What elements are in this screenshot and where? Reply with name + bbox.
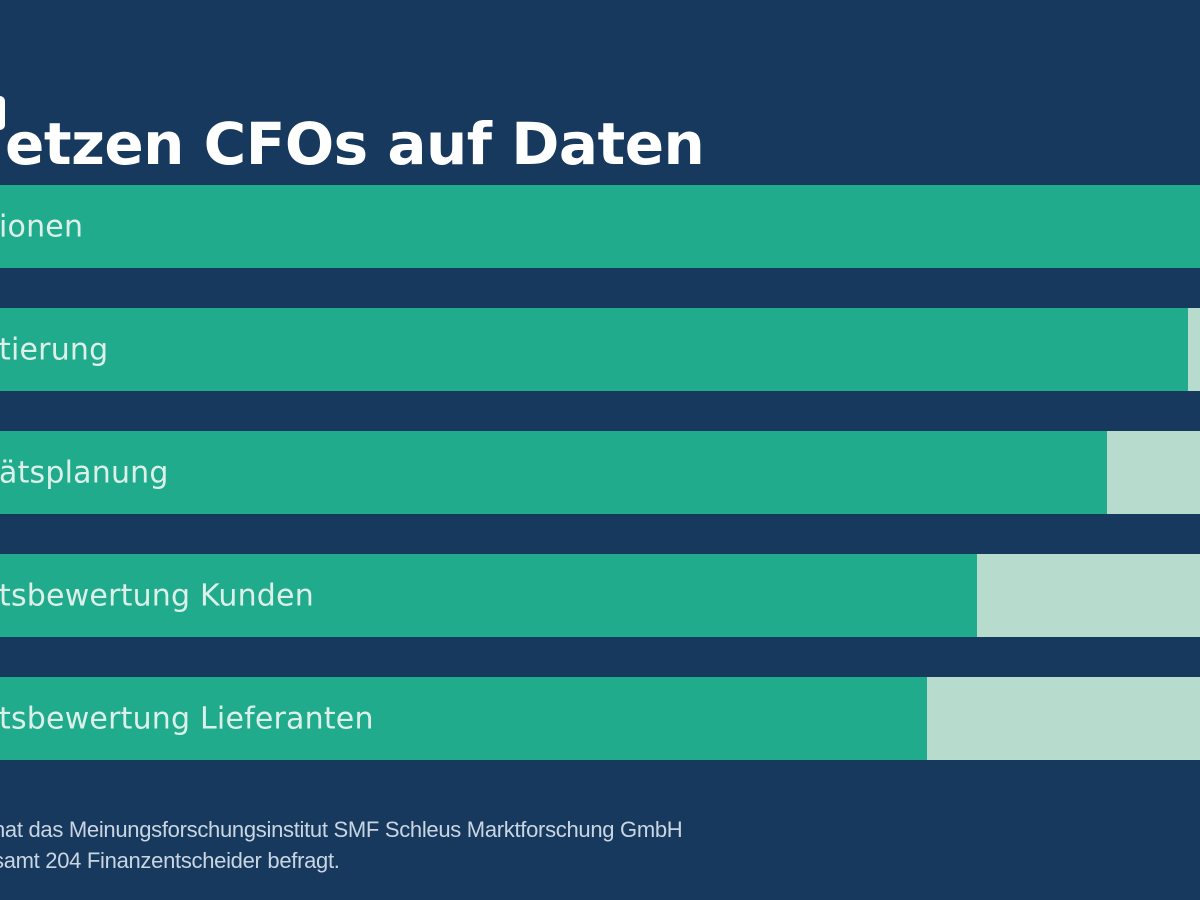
bar-segment-remainder xyxy=(1107,431,1200,514)
bar-row: tsbewertung Kunden xyxy=(0,554,1200,637)
bar-segment-filled xyxy=(0,431,1107,514)
clipped-title-glyph xyxy=(0,96,5,130)
bar-label: tierung xyxy=(0,332,109,367)
source-footnote-line1: hat das Meinungsforschungsinstitut SMF S… xyxy=(0,817,683,842)
bar-label: tsbewertung Kunden xyxy=(0,578,314,613)
bar-segment-remainder xyxy=(927,677,1200,760)
source-footnote-line2: samt 204 Finanzentscheider befragt. xyxy=(0,848,340,873)
bar-row: ätsplanung xyxy=(0,431,1200,514)
bar-label: ätsplanung xyxy=(0,455,169,490)
bar-segment-filled xyxy=(0,308,1188,391)
source-footnote: hat das Meinungsforschungsinstitut SMF S… xyxy=(0,814,683,876)
page-title: etzen CFOs auf Daten xyxy=(5,109,705,178)
bar-segment-filled xyxy=(0,185,1200,268)
bar-row: ionen xyxy=(0,185,1200,268)
bar-segment-remainder xyxy=(1188,308,1200,391)
bar-label: ionen xyxy=(0,209,84,244)
bar-segment-remainder xyxy=(977,554,1200,637)
bar-row: tsbewertung Lieferanten xyxy=(0,677,1200,760)
bar-label: tsbewertung Lieferanten xyxy=(0,701,374,736)
bar-row: tierung xyxy=(0,308,1200,391)
bar-segment-filled xyxy=(0,677,927,760)
bar-segment-filled xyxy=(0,554,977,637)
